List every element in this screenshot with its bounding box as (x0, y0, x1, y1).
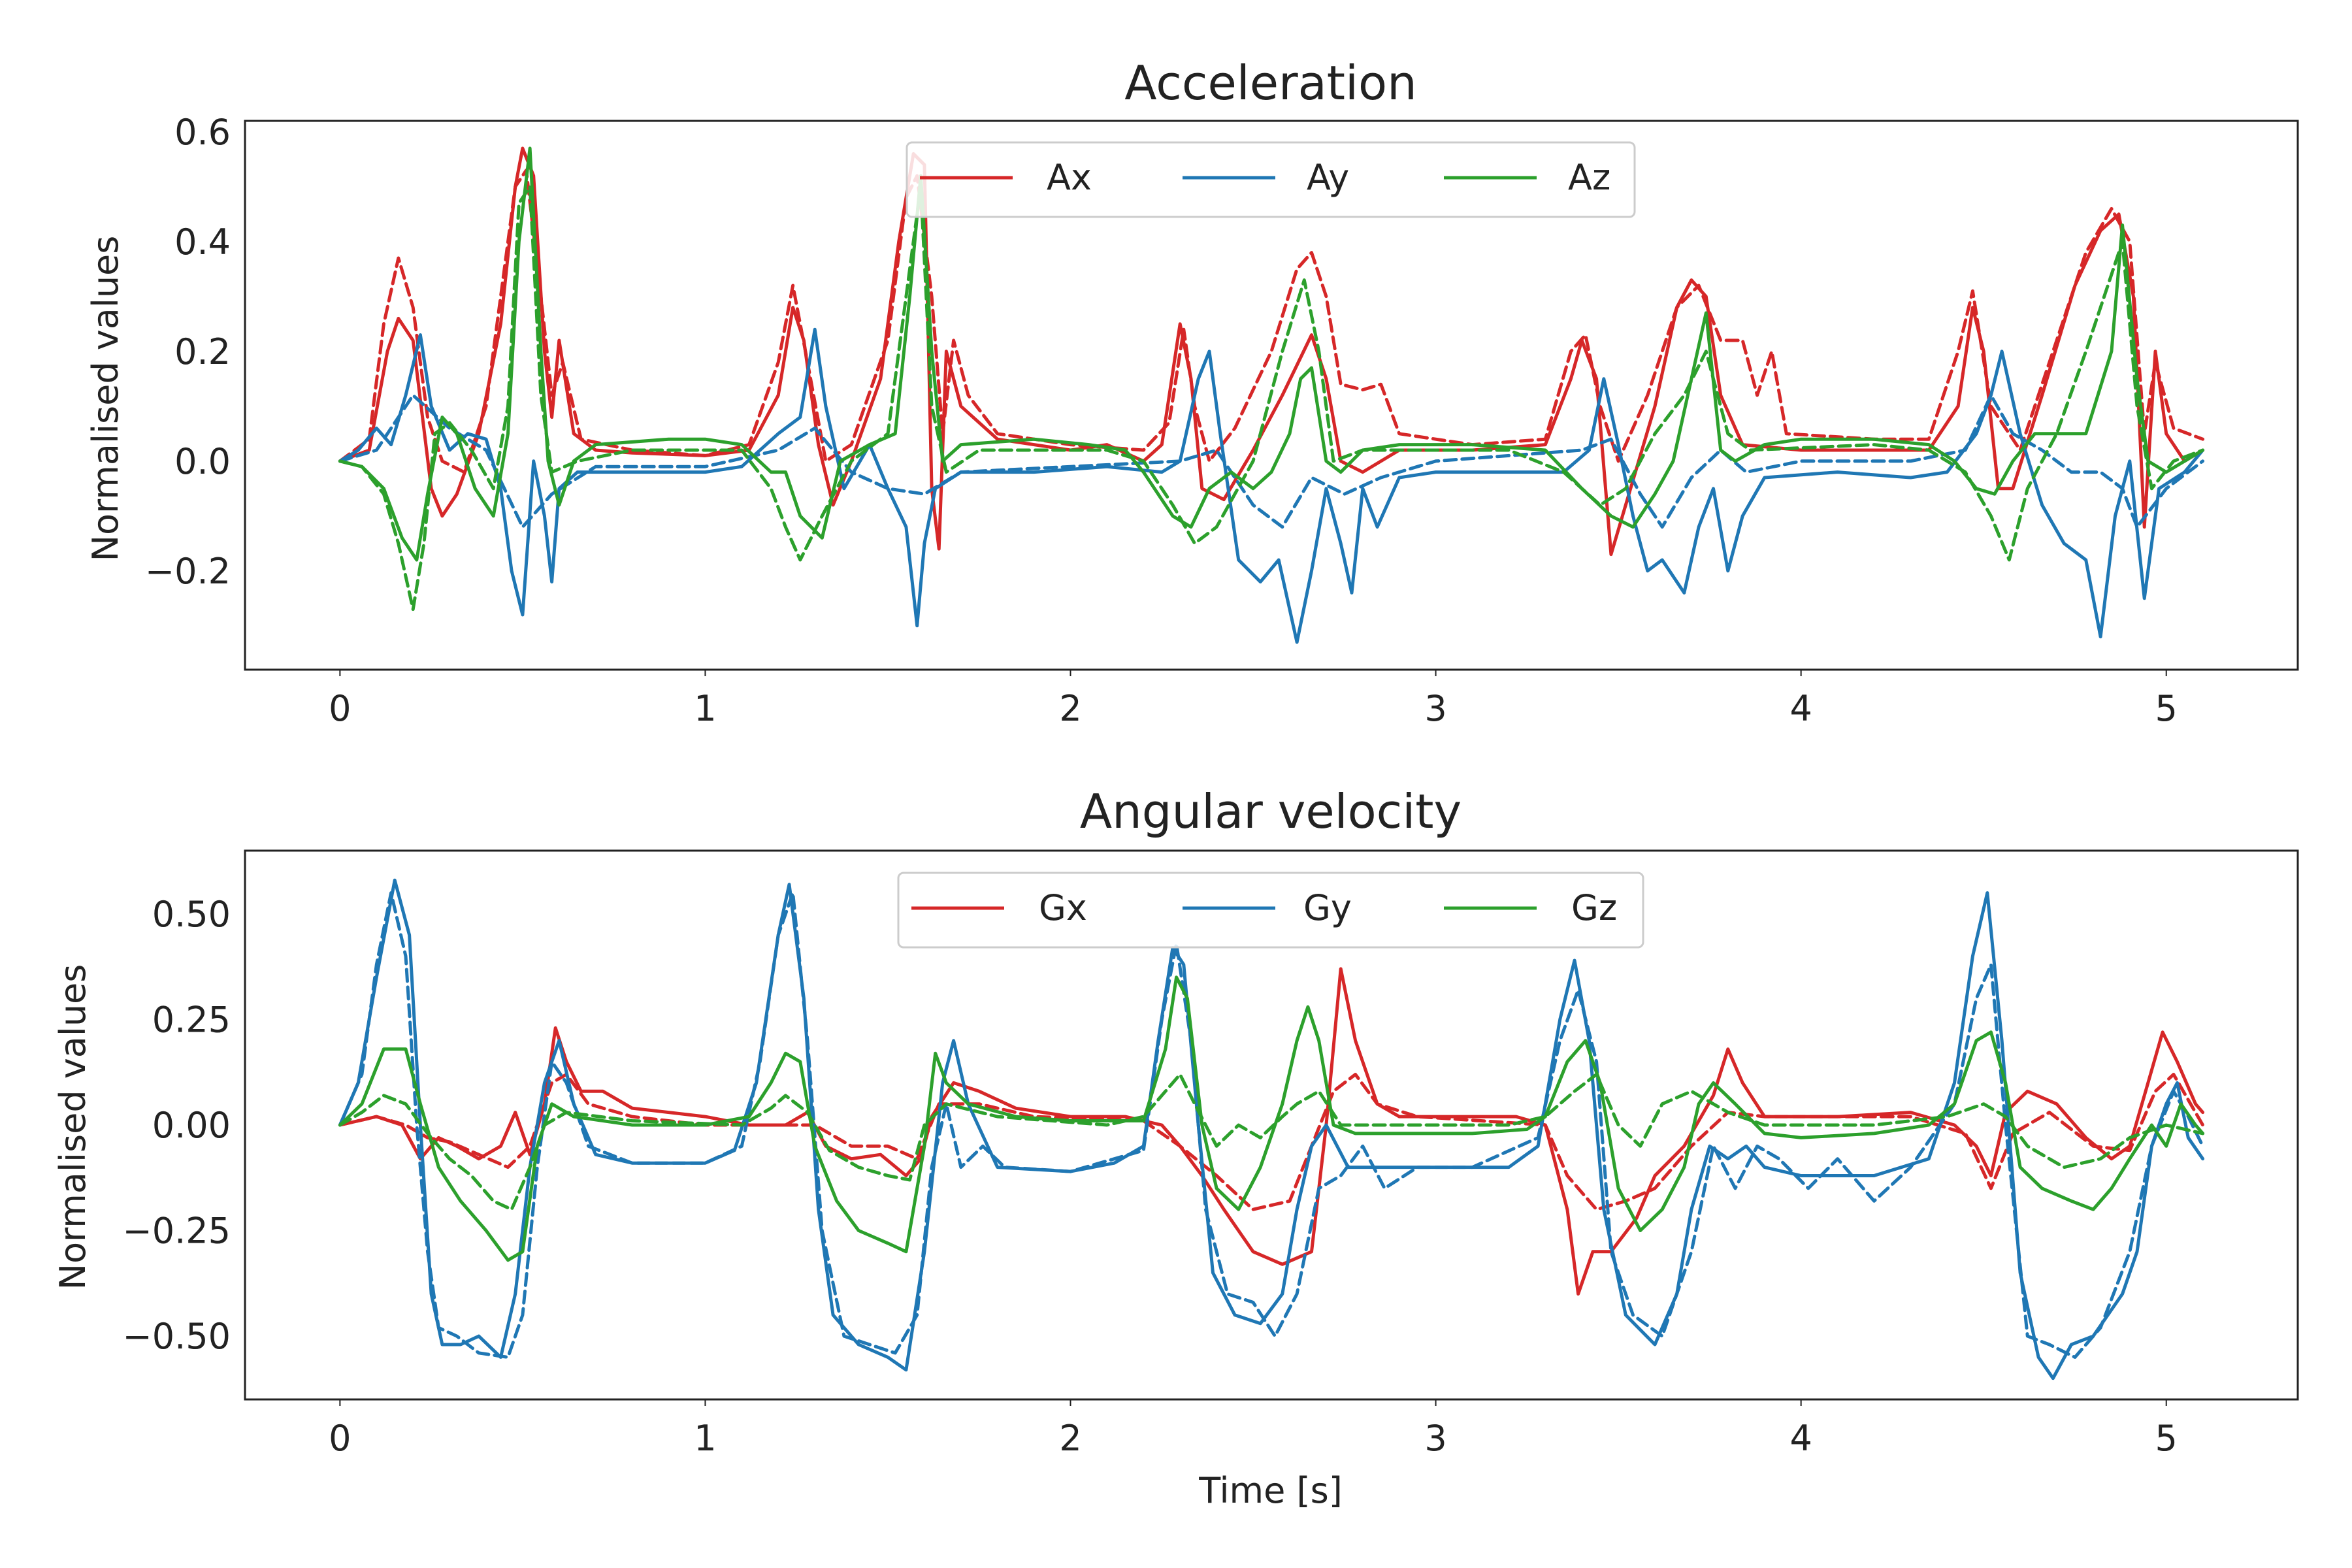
x-tick-label: 1 (694, 688, 716, 729)
x-tick-label: 2 (1059, 688, 1081, 729)
legend: Gx Gy Gz (897, 872, 1644, 949)
x-tick-label: 1 (694, 1418, 716, 1459)
x-tick-label: 3 (1424, 688, 1446, 729)
y-tick-label: 0.50 (152, 894, 231, 935)
legend-label-gz: Gz (1571, 887, 1617, 928)
y-tick-label: −0.2 (145, 551, 231, 592)
y-tick-label: 0.6 (174, 112, 231, 153)
chart-title: Angular velocity (1080, 784, 1462, 839)
legend: Ax Ay Az (906, 141, 1636, 218)
series-line-ay (338, 327, 2205, 644)
y-ticks: −0.2 0.0 0.2 0.4 0.6 (145, 112, 231, 592)
x-ticks: 0 1 2 3 4 5 (329, 1399, 2178, 1459)
y-tick-label: 0.0 (174, 441, 231, 482)
x-tick-label: 2 (1059, 1418, 1081, 1459)
series-line-gy-ref (338, 891, 2205, 1359)
x-tick-label: 5 (2155, 688, 2178, 729)
y-tick-label: −0.25 (123, 1211, 231, 1252)
angular-velocity-chart: Angular velocity Normalised values Time … (52, 784, 2299, 1511)
y-tick-label: 0.2 (174, 331, 231, 372)
x-tick-label: 5 (2155, 1418, 2178, 1459)
series-line-az (338, 146, 2205, 562)
x-tick-label: 4 (1789, 688, 1812, 729)
series-line-gz (338, 975, 2205, 1262)
legend-label-gx: Gx (1039, 887, 1087, 928)
y-tick-label: 0.25 (152, 999, 231, 1040)
legend-label-ax: Ax (1047, 157, 1092, 198)
x-tick-label: 0 (329, 688, 351, 729)
y-tick-label: −0.50 (123, 1316, 231, 1357)
plot-lines (338, 878, 2205, 1380)
series-line-ax-ref (338, 169, 2205, 474)
x-axis-label: Time [s] (1198, 1470, 1343, 1511)
chart-title: Acceleration (1124, 56, 1416, 110)
legend-box (897, 872, 1644, 949)
x-ticks: 0 1 2 3 4 5 (329, 670, 2178, 729)
series-line-gy (338, 878, 2205, 1380)
series-line-ay-ref (338, 393, 2205, 529)
y-ticks: −0.50 −0.25 0.00 0.25 0.50 (123, 894, 231, 1357)
legend-label-az: Az (1568, 157, 1610, 198)
plot-frame (244, 849, 2299, 1401)
series-line-gx-ref (338, 1073, 2205, 1211)
plot-lines (338, 146, 2205, 644)
y-tick-label: 0.00 (152, 1105, 231, 1146)
x-tick-label: 3 (1424, 1418, 1446, 1459)
legend-box (906, 141, 1636, 218)
plot-frame (244, 120, 2299, 671)
series-line-gz-ref (338, 1073, 2205, 1211)
series-line-gx (338, 967, 2205, 1296)
x-tick-label: 0 (329, 1418, 351, 1459)
y-axis-label: Normalised values (52, 964, 93, 1290)
y-tick-label: 0.4 (174, 221, 231, 263)
legend-label-gy: Gy (1303, 887, 1352, 928)
y-axis-label: Normalised values (85, 236, 126, 562)
series-line-az-ref (338, 185, 2205, 612)
legend-label-ay: Ay (1307, 157, 1349, 198)
x-tick-label: 4 (1789, 1418, 1812, 1459)
acceleration-chart: Acceleration Normalised values −0.2 0.0 0.… (85, 56, 2299, 729)
